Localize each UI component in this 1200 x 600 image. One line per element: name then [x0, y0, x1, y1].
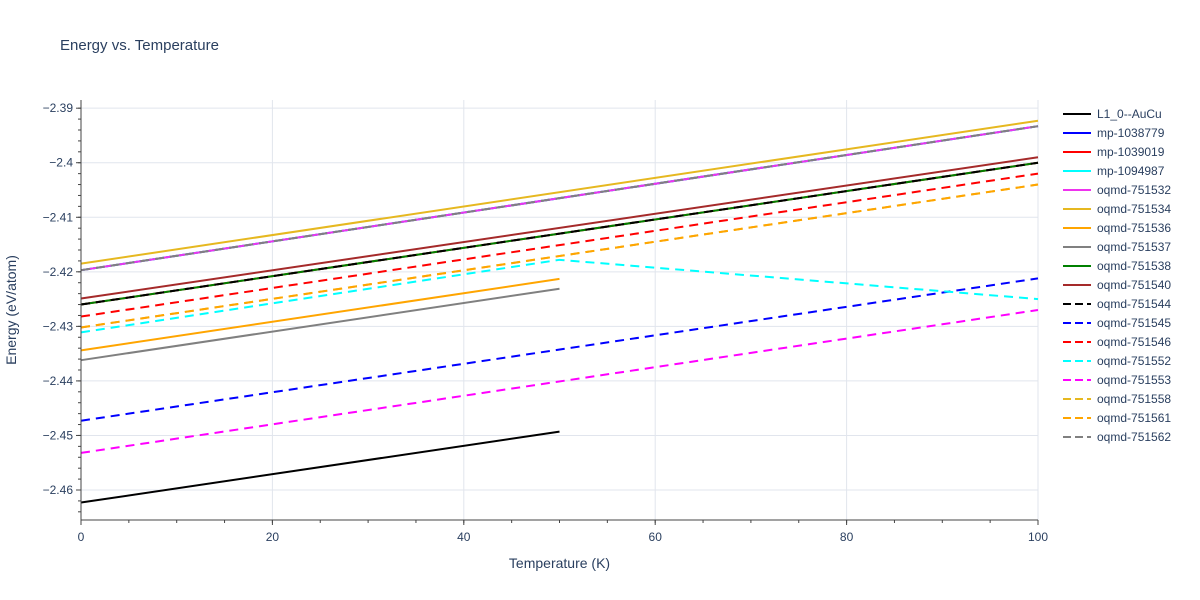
legend-label: oqmd-751545 [1097, 316, 1171, 330]
legend-item[interactable]: oqmd-751553 [1063, 373, 1171, 387]
legend-item[interactable]: oqmd-751552 [1063, 354, 1171, 368]
legend-item[interactable]: oqmd-751536 [1063, 221, 1171, 235]
legend-item[interactable]: oqmd-751544 [1063, 297, 1171, 311]
legend-label: mp-1039019 [1097, 145, 1165, 159]
legend-label: oqmd-751537 [1097, 240, 1171, 254]
y-tick-label: −2.4 [49, 156, 73, 170]
series-line-oqmd-751562 [80, 125, 1039, 272]
y-tick-label: −2.44 [43, 374, 74, 388]
y-tick-label: −2.42 [43, 265, 74, 279]
x-axis-ticks: 0 20 40 60 80 100 [78, 520, 1048, 544]
x-tick-label: 80 [840, 530, 854, 544]
legend-item[interactable]: mp-1039019 [1063, 145, 1165, 159]
x-tick-label: 40 [457, 530, 471, 544]
legend-item[interactable]: oqmd-751562 [1063, 430, 1171, 444]
legend-label: oqmd-751553 [1097, 373, 1171, 387]
legend-label: L1_0--AuCu [1097, 107, 1162, 121]
y-tick-label: −2.43 [43, 319, 74, 333]
legend-label: mp-1038779 [1097, 126, 1165, 140]
chart-title: Energy vs. Temperature [60, 37, 219, 54]
series-line-oqmd-751553 [80, 309, 1039, 454]
legend-label: oqmd-751538 [1097, 259, 1171, 273]
series-line-l1-0-aucu [80, 430, 560, 504]
legend-label: oqmd-751562 [1097, 430, 1171, 444]
legend-item[interactable]: oqmd-751545 [1063, 316, 1171, 330]
legend-label: mp-1094987 [1097, 164, 1165, 178]
series-line-oqmd-751534 [80, 119, 1039, 265]
legend-label: oqmd-751552 [1097, 354, 1171, 368]
legend-item[interactable]: mp-1094987 [1063, 164, 1165, 178]
x-tick-label: 60 [649, 530, 663, 544]
legend-item[interactable]: oqmd-751534 [1063, 202, 1171, 216]
y-axis-title: Energy (eV/atom) [3, 255, 19, 365]
legend-item[interactable]: oqmd-751537 [1063, 240, 1171, 254]
y-axis-ticks: −2.46 −2.45 −2.44 −2.43 −2.42 −2.41 −2.4 −2.39 [43, 101, 81, 513]
legend-label: oqmd-751544 [1097, 297, 1171, 311]
legend-item[interactable]: oqmd-751538 [1063, 259, 1171, 273]
series-line-oqmd-751545 [80, 277, 1039, 422]
series-line-oqmd-751544 [80, 161, 1039, 306]
legend-label: oqmd-751561 [1097, 411, 1171, 425]
legend-label: oqmd-751536 [1097, 221, 1171, 235]
legend-label: oqmd-751532 [1097, 183, 1171, 197]
y-tick-label: −2.41 [43, 210, 74, 224]
legend-item[interactable]: L1_0--AuCu [1063, 107, 1162, 121]
series-line-oqmd-751537 [80, 287, 560, 362]
x-axis-title: Temperature (K) [509, 555, 610, 571]
legend: L1_0--AuCu mp-1038779 mp-1039019 mp-1094987… [1063, 107, 1171, 444]
x-tick-label: 0 [78, 530, 85, 544]
legend-item[interactable]: oqmd-751540 [1063, 278, 1171, 292]
series-line-oqmd-751552 [80, 258, 1039, 334]
y-tick-label: −2.45 [43, 428, 74, 442]
y-tick-label: −2.46 [43, 483, 74, 497]
legend-label: oqmd-751540 [1097, 278, 1171, 292]
legend-item[interactable]: oqmd-751558 [1063, 392, 1171, 406]
plot-area [80, 119, 1039, 504]
y-tick-label: −2.39 [43, 101, 74, 115]
series-line-oqmd-751540 [80, 156, 1039, 300]
legend-item[interactable]: oqmd-751546 [1063, 335, 1171, 349]
series-line-oqmd-751546 [80, 172, 1039, 318]
grid [81, 100, 1039, 520]
series-line-oqmd-751536 [80, 277, 560, 352]
series-line-oqmd-751561 [80, 183, 1039, 329]
legend-item[interactable]: oqmd-751561 [1063, 411, 1171, 425]
legend-item[interactable]: oqmd-751532 [1063, 183, 1171, 197]
legend-label: oqmd-751546 [1097, 335, 1171, 349]
x-tick-label: 20 [266, 530, 280, 544]
legend-label: oqmd-751534 [1097, 202, 1171, 216]
x-tick-label: 100 [1028, 530, 1048, 544]
legend-item[interactable]: mp-1038779 [1063, 126, 1165, 140]
legend-label: oqmd-751558 [1097, 392, 1171, 406]
